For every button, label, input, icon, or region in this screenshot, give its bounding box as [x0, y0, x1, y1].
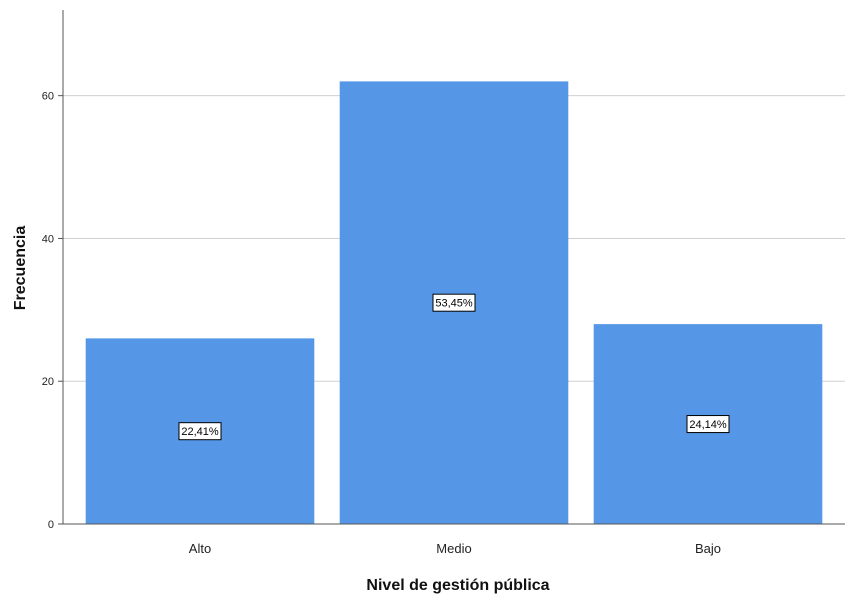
data-label-box	[432, 293, 476, 312]
y-tick-label: 20	[42, 376, 54, 388]
x-tick-label: Alto	[189, 541, 211, 556]
data-label: 22,41%	[178, 422, 222, 441]
data-label-box	[686, 415, 730, 434]
y-tick-labels: 0 20 40 60	[42, 91, 63, 531]
data-label: 24,14%	[686, 415, 730, 434]
x-tick-label: Bajo	[695, 541, 721, 556]
data-label-box	[178, 422, 222, 441]
data-label: 53,45%	[432, 293, 476, 312]
y-tick-label: 40	[42, 233, 54, 245]
x-tick-labels: Alto Medio Bajo	[189, 541, 721, 556]
x-axis-title: Nivel de gestión pública	[366, 577, 549, 594]
data-labels: 22,41% 53,45% 24,14%	[178, 293, 730, 441]
x-tick-label: Medio	[436, 541, 471, 556]
y-tick-label: 60	[42, 91, 54, 103]
y-tick-label: 0	[48, 519, 54, 531]
y-axis-title: Frecuencia	[12, 226, 29, 311]
data-label-text: 22,41%	[181, 426, 219, 438]
data-label-text: 53,45%	[435, 298, 473, 310]
data-label-text: 24,14%	[689, 419, 727, 431]
